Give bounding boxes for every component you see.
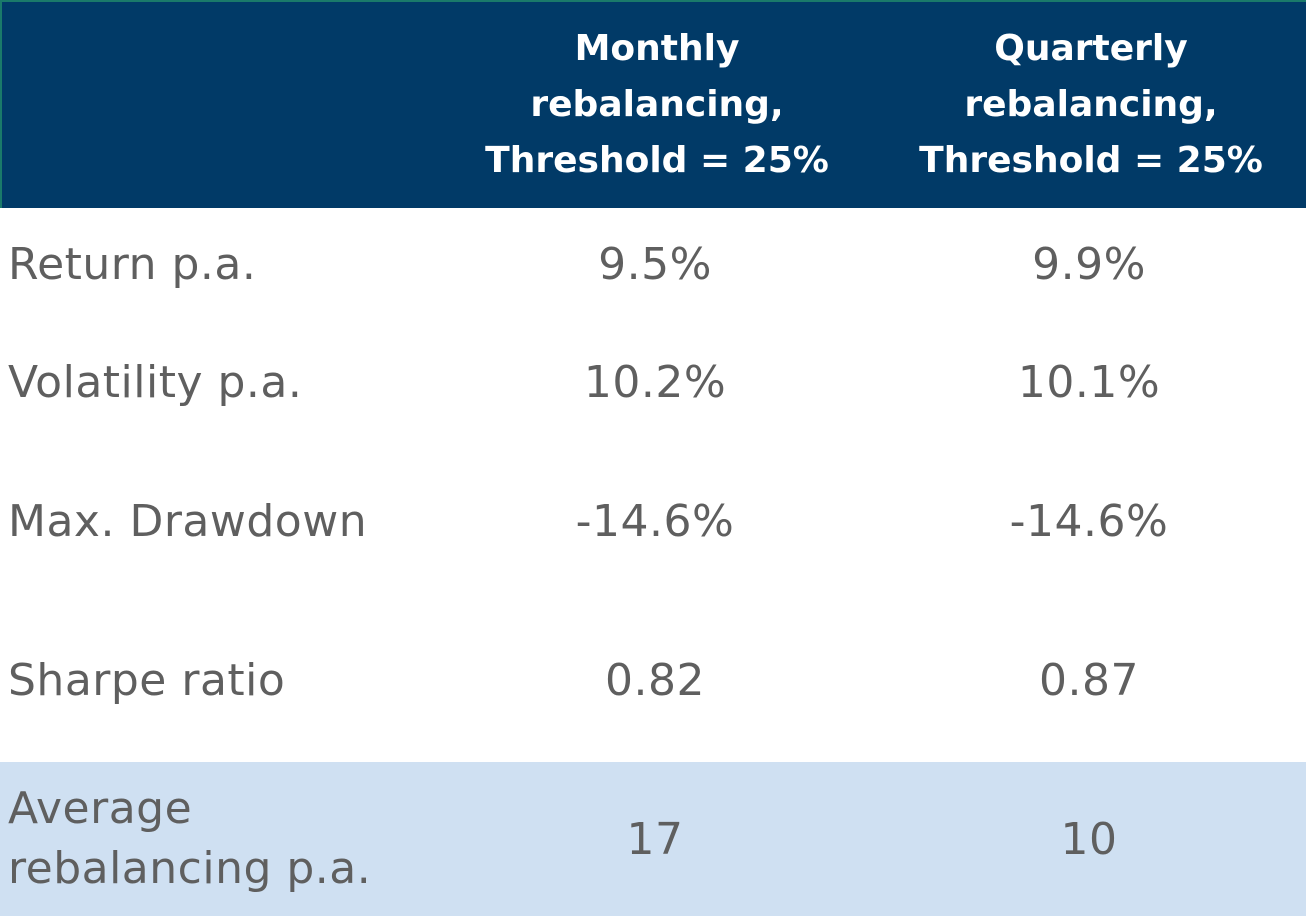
monthly-value-cell: 17 — [438, 762, 872, 916]
table-row-return: Return p.a. 9.5% 9.9% — [0, 208, 1306, 320]
quarterly-value-cell: 10.1% — [872, 320, 1306, 444]
row-label-cell: Sharpe ratio — [8, 598, 438, 762]
table-row-max-drawdown: Max. Drawdown -14.6% -14.6% — [0, 444, 1306, 598]
row-label: Max. Drawdown — [8, 495, 368, 547]
quarterly-value: 9.9% — [1032, 238, 1146, 290]
monthly-value-cell: 0.82 — [438, 598, 872, 762]
row-label: Return p.a. — [8, 238, 257, 290]
monthly-value-cell: -14.6% — [438, 444, 872, 598]
row-label-cell: Max. Drawdown — [8, 444, 438, 598]
quarterly-value: -14.6% — [1009, 495, 1169, 547]
quarterly-value-cell: -14.6% — [872, 444, 1306, 598]
monthly-value: 10.2% — [583, 356, 727, 408]
table-header: Monthly rebalancing, Threshold = 25% Qua… — [0, 0, 1306, 208]
table-row-sharpe-ratio: Sharpe ratio 0.82 0.87 — [0, 598, 1306, 762]
header-quarterly-label: Quarterly rebalancing, Threshold = 25% — [919, 28, 1263, 181]
monthly-value-cell: 10.2% — [438, 320, 872, 444]
quarterly-value-cell: 0.87 — [872, 598, 1306, 762]
quarterly-value-cell: 10 — [872, 762, 1306, 916]
header-monthly-label: Monthly rebalancing, Threshold = 25% — [485, 28, 829, 181]
row-label: Sharpe ratio — [8, 654, 286, 706]
quarterly-value: 10.1% — [1017, 356, 1161, 408]
quarterly-value: 10 — [1060, 813, 1118, 865]
table-row-average-rebalancing: Average rebalancing p.a. 17 10 — [0, 762, 1306, 916]
monthly-value: 9.5% — [598, 238, 712, 290]
header-cell-monthly: Monthly rebalancing, Threshold = 25% — [440, 2, 874, 208]
row-label: Average rebalancing p.a. — [8, 783, 372, 894]
header-cell-empty — [10, 2, 440, 208]
monthly-value: 0.82 — [605, 654, 705, 706]
row-label: Volatility p.a. — [8, 356, 303, 408]
table-row-volatility: Volatility p.a. 10.2% 10.1% — [0, 320, 1306, 444]
quarterly-value-cell: 9.9% — [872, 208, 1306, 320]
monthly-value: -14.6% — [575, 495, 735, 547]
monthly-value-cell: 9.5% — [438, 208, 872, 320]
quarterly-value: 0.87 — [1039, 654, 1139, 706]
monthly-value: 17 — [626, 813, 684, 865]
row-label-cell: Volatility p.a. — [8, 320, 438, 444]
header-cell-quarterly: Quarterly rebalancing, Threshold = 25% — [874, 2, 1306, 208]
row-label-cell: Return p.a. — [8, 208, 438, 320]
row-label-cell: Average rebalancing p.a. — [8, 762, 438, 916]
